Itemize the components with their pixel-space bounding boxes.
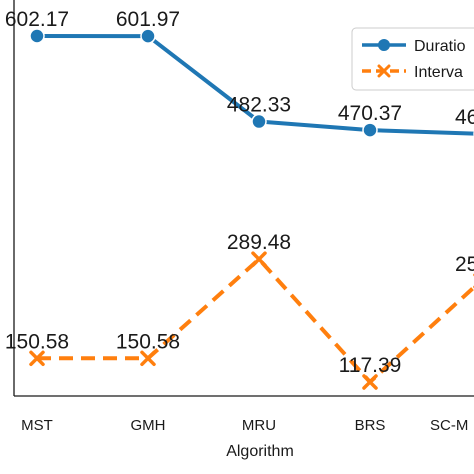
data-point	[140, 28, 156, 44]
legend-marker	[378, 39, 390, 51]
x-tick-label: GMH	[131, 417, 166, 434]
data-point	[29, 350, 45, 367]
data-label: 150.58	[116, 330, 180, 353]
x-tick-label: SC-M	[430, 417, 468, 434]
data-label: 25	[455, 253, 474, 276]
data-point	[140, 350, 156, 367]
series-layer	[29, 28, 474, 390]
data-label: 150.58	[5, 330, 69, 353]
data-label: 289.48	[227, 231, 291, 254]
data-label: 470.37	[338, 102, 402, 125]
data-label: 117.39	[339, 354, 402, 377]
x-tick-label: MRU	[242, 417, 276, 434]
data-label: 482.33	[227, 94, 291, 117]
data-labels-layer: 602.17 601.97 482.33 470.37 46 150.58 150.58 28…	[5, 8, 474, 377]
data-label: 46	[455, 106, 474, 129]
x-tick-label: BRS	[355, 417, 386, 434]
data-point	[29, 28, 45, 44]
legend-label: Duratio	[414, 38, 466, 55]
series-line-1	[37, 257, 474, 384]
legend-entry: Interva	[362, 64, 463, 81]
x-tick-label: MST	[21, 417, 53, 434]
axes-layer: MST GMH MRU BRS SC-M	[13, 0, 474, 434]
x-axis-title: Algorithm	[226, 443, 294, 460]
legend: Duratio Interva	[351, 27, 474, 91]
data-point	[251, 251, 267, 267]
data-point	[362, 122, 378, 138]
legend-label: Interva	[414, 64, 463, 81]
data-label: 602.17	[5, 8, 69, 31]
data-point	[362, 374, 378, 390]
data-label: 601.97	[116, 8, 180, 31]
data-point	[251, 113, 267, 130]
legend-entry: Duratio	[362, 38, 466, 55]
